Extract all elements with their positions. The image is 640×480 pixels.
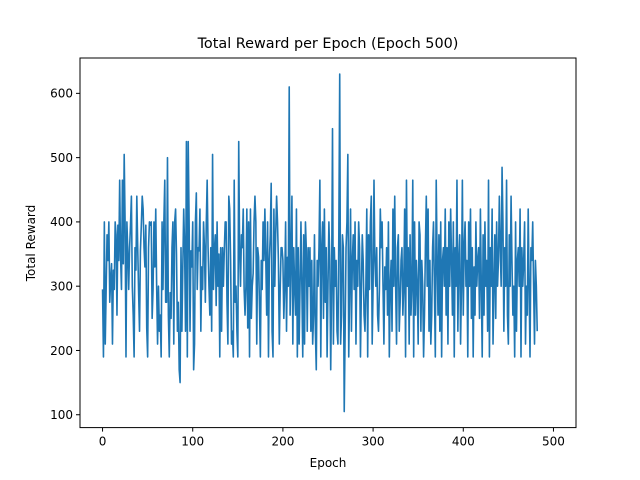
y-tick-label: 200 (50, 344, 73, 358)
x-tick-label: 200 (271, 435, 294, 449)
y-tick-label: 300 (50, 279, 73, 293)
chart-title: Total Reward per Epoch (Epoch 500) (197, 36, 459, 52)
y-axis-label: Total Reward (24, 205, 38, 283)
x-tick-label: 500 (542, 435, 565, 449)
x-axis-label: Epoch (310, 456, 347, 470)
y-tick-label: 100 (50, 408, 73, 422)
x-tick-label: 300 (362, 435, 385, 449)
x-tick-label: 100 (181, 435, 204, 449)
y-tick-label: 600 (50, 87, 73, 101)
x-tick-label: 0 (99, 435, 107, 449)
plot-area-frame (79, 57, 577, 429)
y-tick-label: 500 (50, 151, 73, 165)
y-tick-label: 400 (50, 215, 73, 229)
series-line-1 (101, 73, 539, 413)
x-tick-label: 400 (452, 435, 475, 449)
